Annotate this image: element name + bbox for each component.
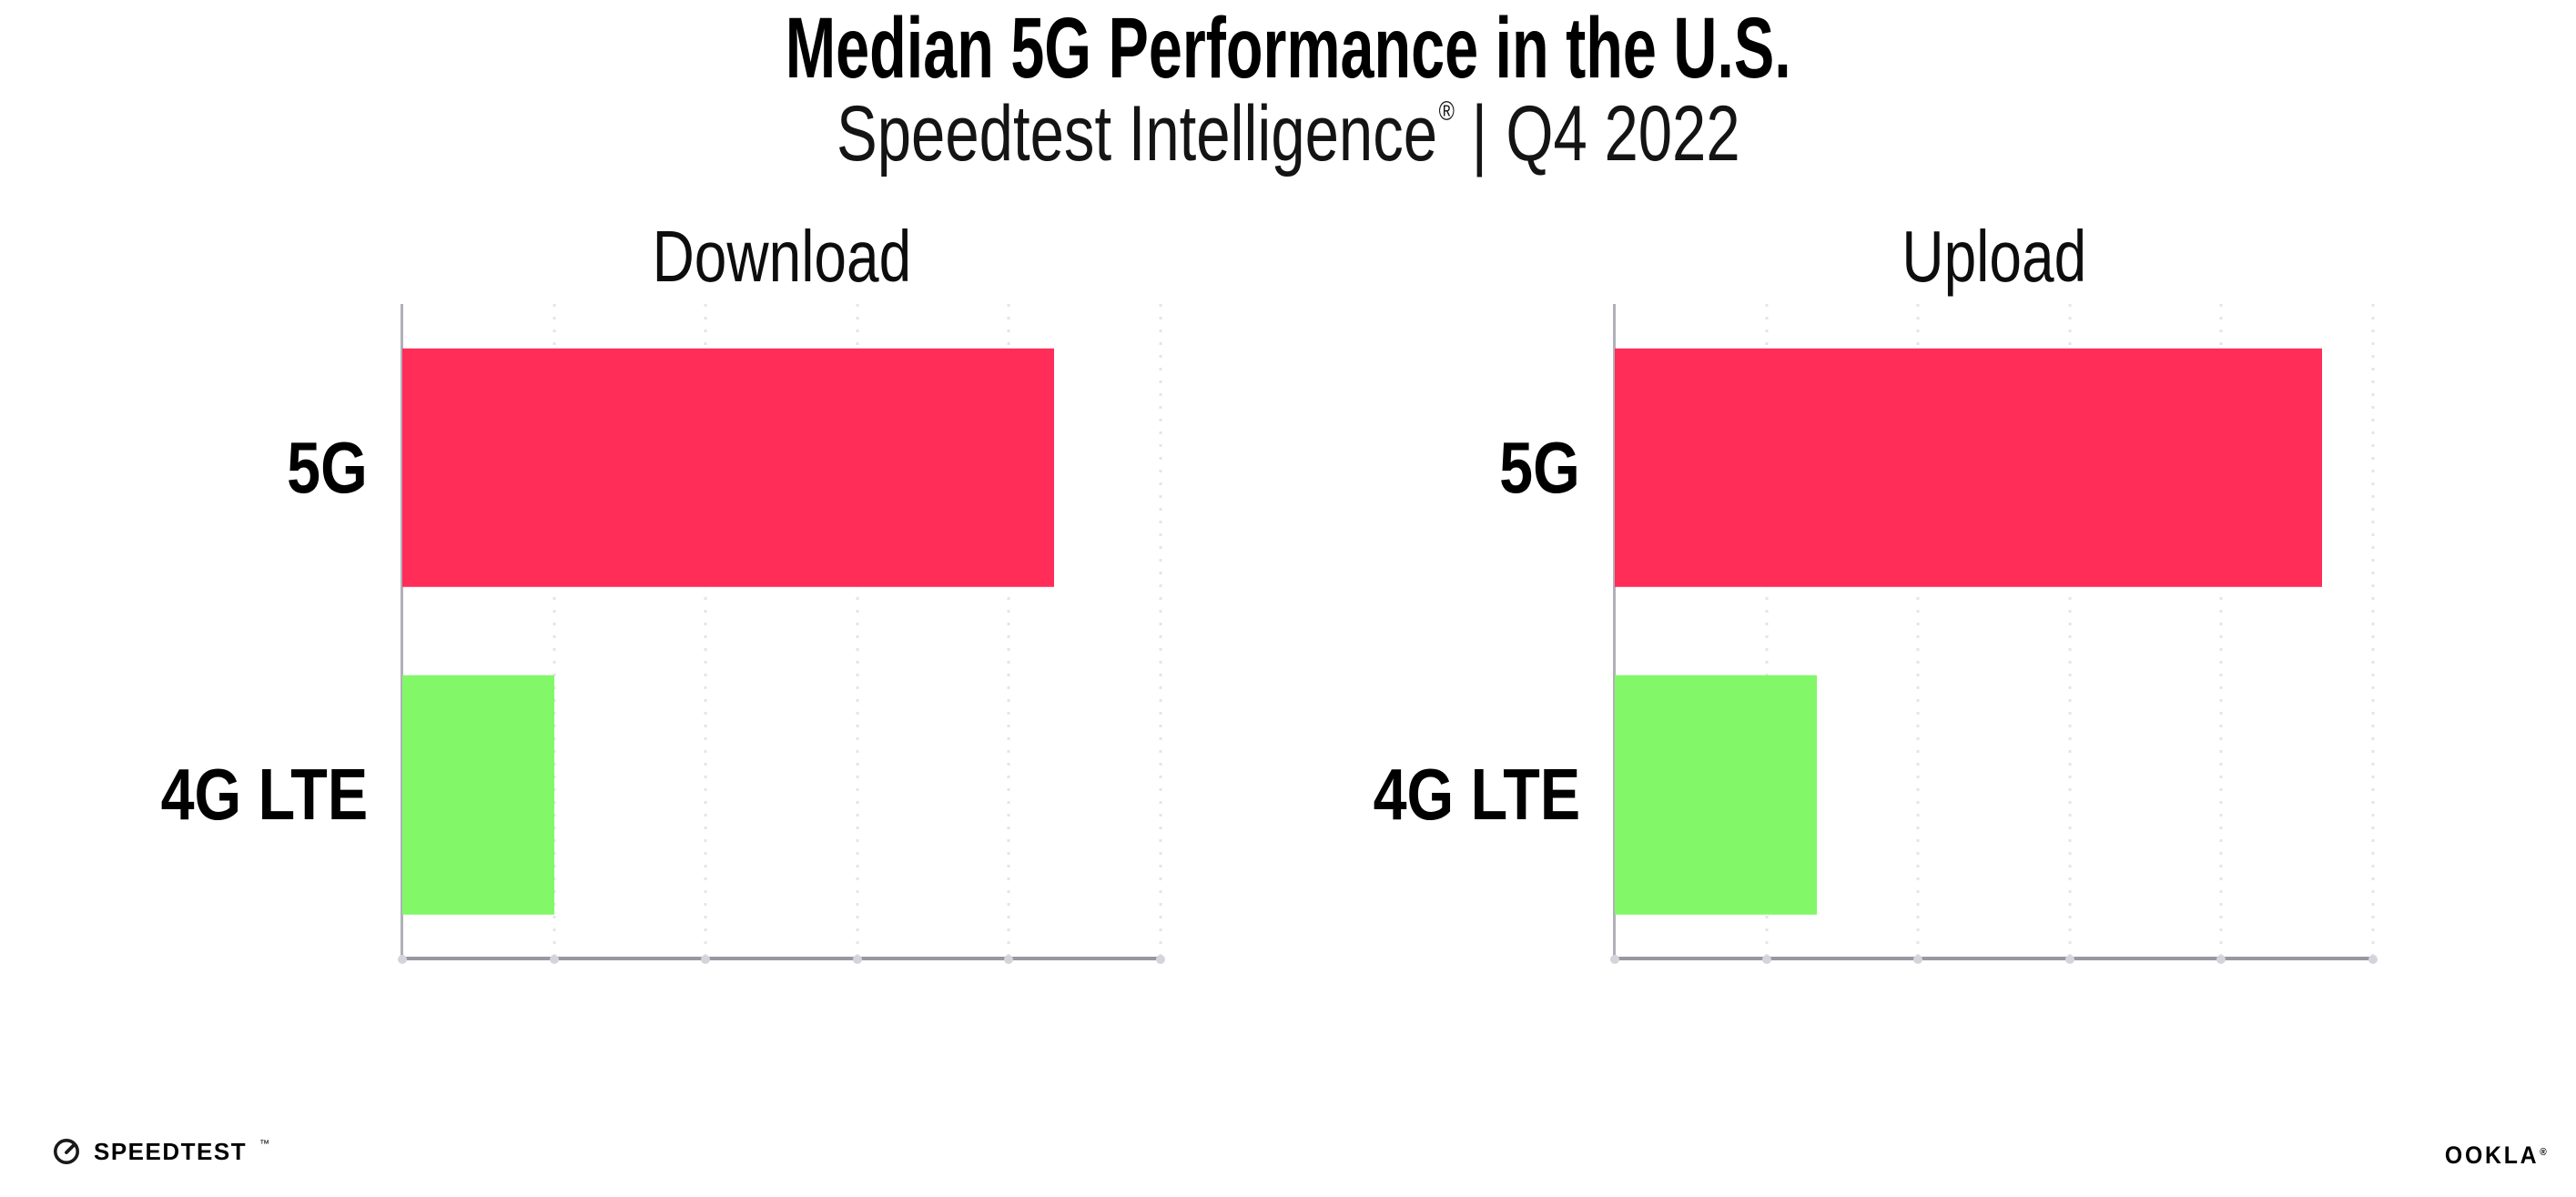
- axis-tick: [398, 955, 407, 964]
- subtitle-period: Q4 2022: [1505, 90, 1740, 178]
- axis-tick: [2368, 955, 2378, 964]
- gridline: [1916, 304, 1920, 959]
- chart-row: 4G LTE: [1373, 632, 2373, 959]
- category-label-4g-lte: 4G LTE: [160, 754, 368, 836]
- gridline: [856, 304, 859, 959]
- category-label-5g: 5G: [1499, 426, 1580, 508]
- bar-5g: [1615, 348, 2323, 587]
- subtitle-brand: Speedtest Intelligence: [836, 90, 1437, 178]
- gridline: [1007, 304, 1010, 959]
- chart-row: 5G: [287, 304, 1161, 632]
- bar-rows: 5G 4G LTE: [1373, 304, 2373, 959]
- chart-title-download: Download: [652, 216, 911, 297]
- gridline: [2219, 304, 2223, 959]
- axis-tick: [1761, 955, 1771, 964]
- axis-tick: [1004, 955, 1014, 964]
- ookla-wordmark: OOKLA: [2445, 1141, 2540, 1169]
- x-axis-line: [402, 957, 1161, 960]
- y-axis-line: [1613, 304, 1616, 959]
- gridline: [704, 304, 707, 959]
- speedtest-gauge-icon: [53, 1138, 80, 1165]
- subtitle-separator: |: [1471, 90, 1487, 178]
- plot-area: 5G 4G LTE: [1373, 304, 2378, 964]
- axis-tick: [2216, 955, 2226, 964]
- bar-4g-lte: [1615, 675, 1818, 915]
- ookla-logo: OOKLA®: [2445, 1141, 2549, 1170]
- axis-tick: [1610, 955, 1619, 964]
- gridline: [1765, 304, 1769, 959]
- registered-mark: ®: [2540, 1147, 2550, 1158]
- bar-5g: [402, 348, 1055, 587]
- category-label-4g-lte: 4G LTE: [1373, 754, 1580, 836]
- chart-row: 5G: [1499, 304, 2373, 632]
- gridline: [553, 304, 556, 959]
- gridline: [1159, 304, 1162, 959]
- chart-title-upload: Upload: [1902, 216, 2086, 297]
- chart-row: 4G LTE: [160, 632, 1161, 959]
- speedtest-wordmark: SPEEDTEST: [94, 1137, 248, 1165]
- bar-rows: 5G 4G LTE: [160, 304, 1161, 959]
- plot-area: 5G 4G LTE: [160, 304, 1165, 964]
- category-label-5g: 5G: [287, 426, 368, 508]
- axis-tick: [852, 955, 862, 964]
- gridline: [2068, 304, 2072, 959]
- bar-4g-lte: [402, 675, 554, 915]
- axis-tick: [1156, 955, 1165, 964]
- trademark-mark: ™: [259, 1139, 270, 1150]
- axis-tick: [1913, 955, 1923, 964]
- axis-tick: [2064, 955, 2074, 964]
- page-subtitle: Speedtest Intelligence® | Q4 2022: [0, 95, 2576, 173]
- registered-mark: ®: [1438, 96, 1455, 127]
- axis-tick: [549, 955, 559, 964]
- y-axis-line: [401, 304, 403, 959]
- gridline: [2371, 304, 2375, 959]
- speedtest-logo: SPEEDTEST ™: [51, 1136, 269, 1167]
- x-axis-line: [1615, 957, 2373, 960]
- axis-tick: [701, 955, 711, 964]
- page-title: Median 5G Performance in the U.S.: [785, 0, 1791, 96]
